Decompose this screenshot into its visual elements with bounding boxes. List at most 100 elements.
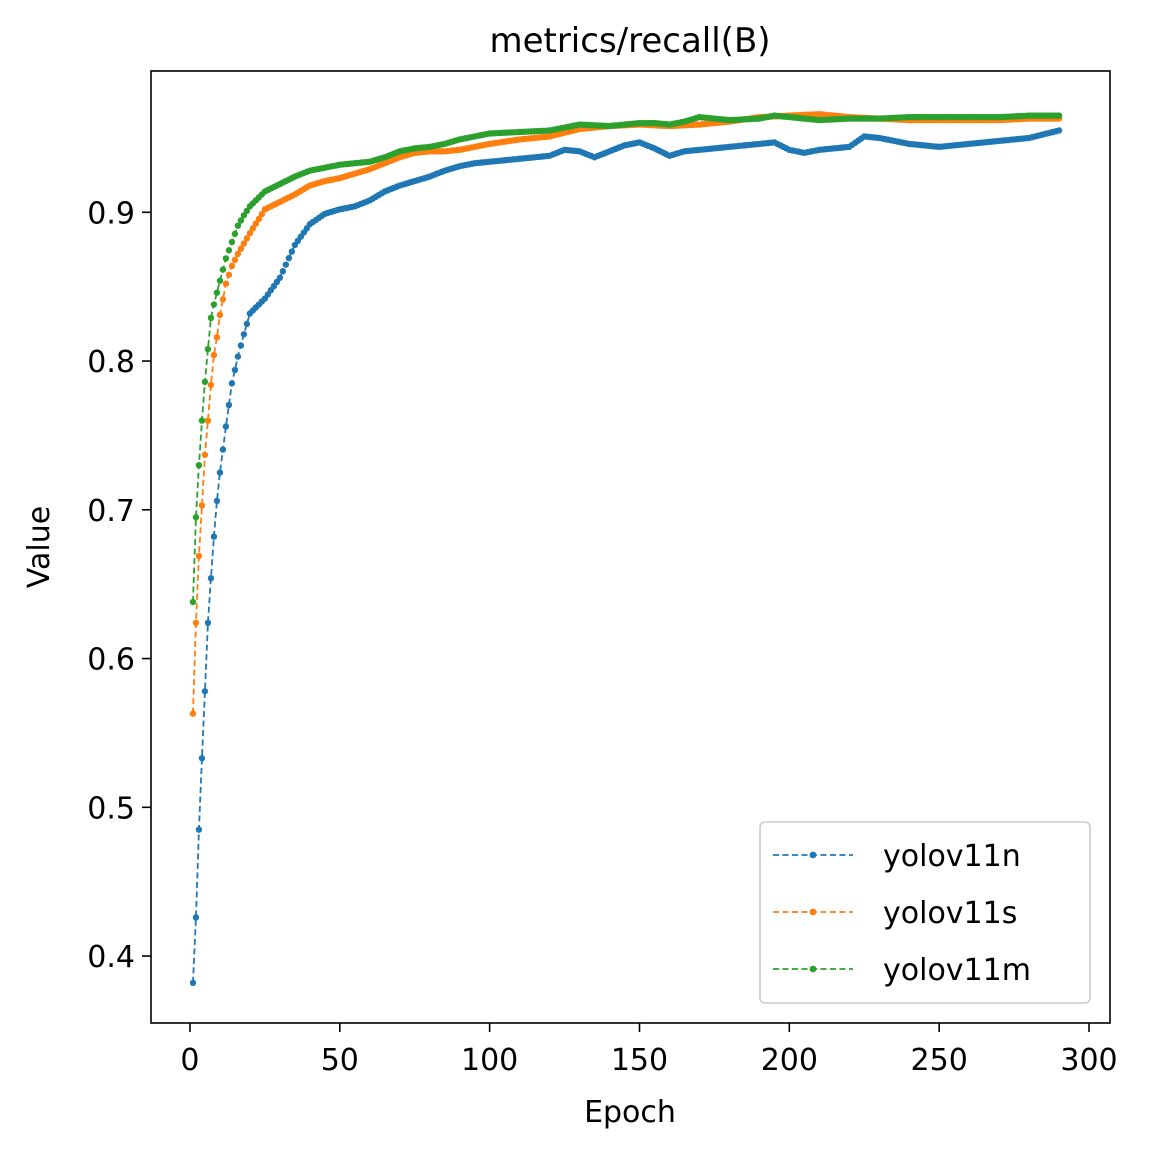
data-point-yolov11n (288, 248, 296, 255)
data-point-yolov11s (234, 250, 242, 258)
data-point-yolov11s (195, 552, 203, 560)
data-point-yolov11m (189, 598, 197, 606)
data-point-yolov11n (198, 755, 206, 762)
data-point-yolov11s (237, 245, 245, 252)
data-point-yolov11n (219, 446, 227, 453)
y-axis-label: Value (22, 506, 57, 588)
chart-title: metrics/recall(B) (489, 21, 770, 61)
x-tick-label: 100 (461, 1043, 518, 1078)
data-point-yolov11s (192, 619, 200, 627)
data-point-yolov11n (276, 274, 284, 281)
legend-label: yolov11s (883, 896, 1017, 931)
y-tick-label: 0.4 (87, 940, 135, 975)
legend-label: yolov11m (883, 953, 1031, 988)
data-point-yolov11m (198, 417, 206, 424)
data-point-yolov11n (201, 688, 209, 695)
x-tick-label: 300 (1060, 1043, 1117, 1078)
data-point-yolov11n (282, 261, 290, 268)
data-point-yolov11n (216, 469, 224, 476)
data-point-yolov11m (234, 222, 242, 229)
data-point-yolov11s (210, 351, 218, 359)
data-point-yolov11m (222, 255, 230, 262)
y-tick-label: 0.5 (87, 791, 135, 826)
data-point-yolov11m (237, 217, 245, 224)
data-point-yolov11s (246, 229, 254, 237)
data-point-yolov11m (231, 230, 239, 238)
data-point-yolov11n (207, 575, 215, 582)
data-point-yolov11s (231, 256, 239, 264)
data-point-yolov11m (216, 277, 224, 284)
legend-entry-yolov11n: yolov11n (773, 839, 1021, 874)
data-point-yolov11n (237, 342, 245, 349)
data-point-yolov11n (231, 366, 239, 374)
data-point-yolov11n (189, 979, 197, 987)
x-tick-label: 250 (911, 1043, 968, 1078)
data-point-yolov11s (201, 451, 209, 458)
data-point-yolov11n (279, 268, 287, 275)
series-layer (189, 110, 1063, 987)
data-point-yolov11s (213, 334, 221, 341)
data-point-yolov11n (192, 914, 200, 921)
data-point-yolov11s (216, 311, 224, 319)
data-point-yolov11m (192, 514, 200, 521)
data-point-yolov11m (210, 301, 218, 308)
legend: yolov11n yolov11s yolov11m (759, 821, 1091, 1004)
data-point-yolov11m (1055, 112, 1063, 119)
data-point-yolov11s (243, 235, 251, 242)
data-point-yolov11n (195, 826, 203, 833)
data-point-yolov11s (219, 296, 227, 303)
legend-entries: yolov11n yolov11s yolov11m (773, 839, 1031, 988)
data-point-yolov11n (1055, 127, 1063, 134)
data-point-yolov11n (204, 619, 212, 627)
x-tick-label: 0 (180, 1043, 199, 1078)
data-point-yolov11s (258, 210, 266, 218)
legend-entry-yolov11m: yolov11m (773, 953, 1031, 988)
data-point-yolov11m (228, 238, 236, 246)
legend-swatch-marker (809, 851, 817, 859)
y-tick-label: 0.6 (87, 643, 135, 678)
data-point-yolov11s (252, 220, 260, 227)
data-point-yolov11n (285, 254, 293, 262)
x-tick-label: 50 (321, 1043, 359, 1078)
x-tick-label: 200 (761, 1043, 818, 1078)
data-point-yolov11n (222, 423, 230, 430)
series-yolov11n (189, 127, 1063, 987)
data-point-yolov11m (204, 345, 212, 353)
data-point-yolov11m (213, 289, 221, 296)
data-point-yolov11s (222, 280, 230, 287)
legend-swatch-marker (809, 965, 817, 973)
data-point-yolov11s (198, 502, 206, 509)
legend-swatch-marker (809, 908, 817, 916)
y-tick-label: 0.7 (87, 494, 135, 529)
plot-frame (150, 70, 1111, 1024)
data-point-yolov11n (225, 401, 233, 409)
data-point-yolov11m (207, 314, 215, 322)
y-tick-label: 0.9 (87, 196, 135, 231)
data-point-yolov11s (225, 271, 233, 278)
data-point-yolov11m (195, 461, 203, 469)
data-point-yolov11s (189, 710, 197, 717)
y-tick-label: 0.8 (87, 345, 135, 380)
data-point-yolov11m (219, 266, 227, 273)
series-yolov11m (189, 112, 1063, 606)
x-tick-label: 150 (611, 1043, 668, 1078)
y-axis-ticks: 0.4 0.5 0.6 0.7 0.8 0.9 (87, 196, 151, 975)
data-point-yolov11m (225, 247, 233, 254)
data-point-yolov11m (201, 378, 209, 386)
x-axis-label: Epoch (584, 1095, 676, 1130)
data-point-yolov11n (240, 331, 248, 338)
data-point-yolov11s (240, 240, 248, 247)
data-point-yolov11n (213, 497, 221, 505)
data-point-yolov11n (234, 353, 242, 360)
data-point-yolov11s (207, 381, 215, 389)
data-point-yolov11s (204, 417, 212, 424)
data-point-yolov11s (228, 262, 236, 270)
data-point-yolov11n (228, 380, 236, 387)
data-point-yolov11s (255, 215, 263, 223)
data-point-yolov11n (243, 320, 251, 328)
data-point-yolov11n (210, 533, 218, 540)
legend-entry-yolov11s: yolov11s (773, 896, 1017, 931)
data-point-yolov11s (249, 225, 257, 232)
x-axis-ticks: 0 50 100 150 200 250 300 (180, 1023, 1118, 1078)
